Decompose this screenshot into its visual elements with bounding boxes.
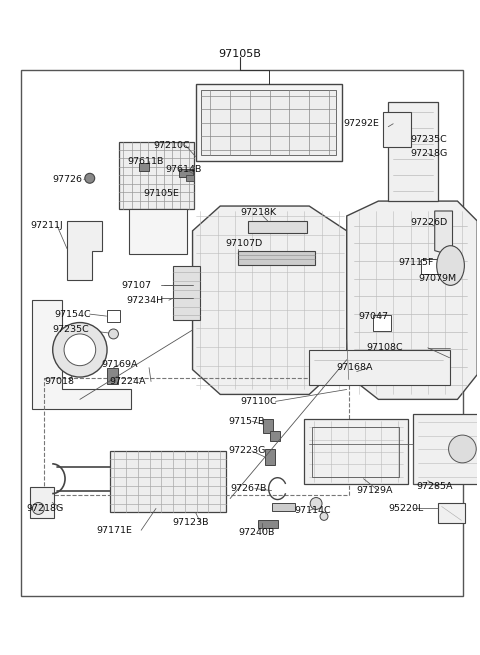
Circle shape — [33, 502, 44, 514]
Text: 97105B: 97105B — [218, 49, 262, 60]
Bar — [384, 112, 411, 147]
Text: 97108C: 97108C — [367, 343, 403, 352]
Text: 97107D: 97107D — [225, 239, 263, 248]
Bar — [202, 90, 336, 155]
Text: 97235C: 97235C — [52, 326, 89, 335]
Polygon shape — [33, 300, 131, 409]
Bar — [109, 451, 226, 512]
Text: 97018: 97018 — [44, 377, 74, 386]
Text: 97210C: 97210C — [153, 141, 190, 150]
Text: 97047: 97047 — [359, 312, 389, 320]
Bar — [413, 414, 480, 483]
Text: 97223G: 97223G — [228, 447, 265, 455]
Text: 97285A: 97285A — [416, 482, 453, 491]
Text: 97226D: 97226D — [410, 218, 447, 227]
Text: 97168A: 97168A — [337, 363, 373, 372]
Text: 97218G: 97218G — [410, 149, 447, 158]
Text: 97292E: 97292E — [344, 119, 380, 128]
Bar — [349, 365, 384, 381]
Text: 97234H: 97234H — [126, 296, 164, 305]
Polygon shape — [435, 211, 453, 255]
Circle shape — [310, 498, 322, 510]
Bar — [373, 315, 391, 331]
Text: 97614B: 97614B — [165, 165, 201, 174]
Circle shape — [320, 512, 328, 520]
Text: 97218G: 97218G — [26, 504, 64, 513]
Bar — [272, 504, 295, 512]
Bar — [120, 141, 193, 209]
Text: 97171E: 97171E — [96, 526, 132, 534]
Text: 95220L: 95220L — [388, 504, 423, 513]
Polygon shape — [192, 206, 347, 394]
Bar — [139, 163, 149, 172]
Bar — [30, 487, 54, 518]
Bar — [21, 70, 463, 595]
Ellipse shape — [437, 246, 464, 286]
Bar — [238, 251, 315, 265]
Text: 97105E: 97105E — [143, 189, 179, 198]
Text: 97123B: 97123B — [173, 518, 209, 527]
Polygon shape — [347, 201, 477, 400]
Text: 97211J: 97211J — [30, 221, 63, 231]
Text: 97218K: 97218K — [240, 208, 276, 217]
Text: 97267B: 97267B — [230, 484, 266, 493]
Text: 97726: 97726 — [52, 175, 82, 184]
Text: 97154C: 97154C — [54, 310, 91, 318]
Bar — [179, 170, 192, 178]
Bar — [270, 431, 279, 441]
Text: 97114C: 97114C — [294, 506, 331, 515]
Bar — [129, 209, 187, 253]
Text: 97169A: 97169A — [102, 360, 138, 369]
Text: 97240B: 97240B — [238, 528, 275, 536]
Bar — [304, 419, 408, 483]
Bar — [186, 176, 193, 181]
Polygon shape — [388, 102, 438, 201]
Bar — [44, 377, 349, 495]
Bar — [312, 427, 399, 477]
Bar — [248, 221, 307, 233]
Bar — [258, 520, 277, 529]
Circle shape — [448, 435, 476, 463]
Text: 97115F: 97115F — [398, 258, 433, 267]
Bar — [438, 504, 466, 523]
Bar — [107, 310, 120, 322]
Bar — [173, 265, 201, 320]
Ellipse shape — [53, 322, 107, 377]
Ellipse shape — [64, 334, 96, 365]
Text: 97235C: 97235C — [410, 135, 447, 144]
Bar — [309, 350, 450, 384]
Bar — [263, 419, 273, 433]
Bar — [107, 367, 119, 384]
Text: 97079M: 97079M — [418, 274, 456, 283]
Text: 97157B: 97157B — [228, 417, 264, 426]
Text: 97107: 97107 — [121, 281, 151, 290]
Bar — [195, 84, 342, 161]
Circle shape — [108, 329, 119, 339]
Polygon shape — [67, 221, 102, 280]
Bar — [421, 259, 443, 274]
Circle shape — [85, 174, 95, 183]
Text: 97611B: 97611B — [127, 157, 164, 166]
Bar — [264, 449, 275, 465]
Text: 97110C: 97110C — [240, 397, 276, 406]
Text: 97224A: 97224A — [109, 377, 146, 386]
Text: 97129A: 97129A — [357, 486, 393, 495]
